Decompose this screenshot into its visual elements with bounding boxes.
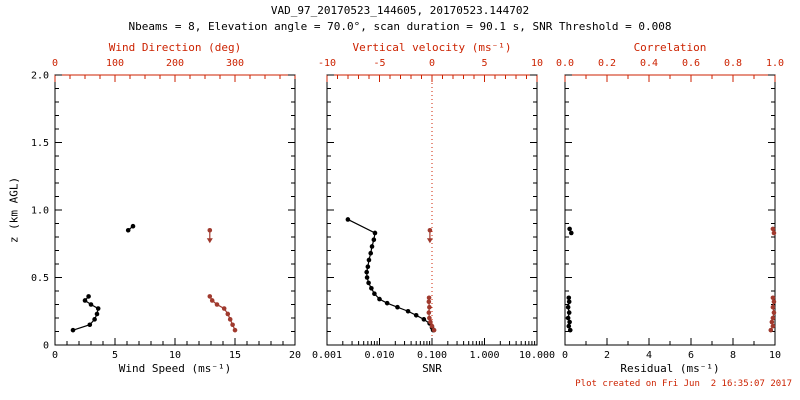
svg-text:5: 5 (112, 350, 118, 361)
svg-text:0: 0 (43, 341, 49, 352)
svg-text:0.4: 0.4 (640, 58, 658, 69)
plot-timestamp: Plot created on Fri Jun 2 16:35:07 2017 (575, 379, 792, 389)
svg-text:15: 15 (229, 350, 241, 361)
residual-correlation-panel: 0 2 4 6 8 10 0.0 0.2 0.4 0.6 0.8 1.0 (556, 58, 784, 361)
svg-text:1.5: 1.5 (31, 138, 49, 149)
svg-text:10.000: 10.000 (519, 350, 555, 361)
svg-text:10: 10 (169, 350, 181, 361)
wind-direction-axis-title: Wind Direction (deg) (108, 41, 242, 54)
snr-axis-title: SNR (422, 362, 442, 375)
svg-text:-5: -5 (373, 58, 385, 69)
svg-text:0.0: 0.0 (556, 58, 574, 69)
svg-text:1.0: 1.0 (766, 58, 784, 69)
svg-text:0.2: 0.2 (598, 58, 616, 69)
svg-text:1.000: 1.000 (469, 350, 499, 361)
plot-title: VAD_97_20170523_144605, 20170523.144702 (270, 4, 530, 17)
svg-text:-10: -10 (318, 58, 336, 69)
svg-text:0.5: 0.5 (31, 273, 49, 284)
wind-speed-axis-title: Wind Speed (ms⁻¹) (118, 362, 232, 375)
svg-text:100: 100 (106, 58, 124, 69)
svg-text:300: 300 (226, 58, 244, 69)
svg-text:0.010: 0.010 (364, 350, 394, 361)
svg-text:0.100: 0.100 (417, 350, 447, 361)
svg-text:200: 200 (166, 58, 184, 69)
svg-text:0: 0 (562, 350, 568, 361)
svg-text:10: 10 (769, 350, 781, 361)
svg-text:2: 2 (604, 350, 610, 361)
svg-text:5: 5 (481, 58, 487, 69)
svg-text:0: 0 (52, 350, 58, 361)
svg-text:0: 0 (429, 58, 435, 69)
svg-text:2.0: 2.0 (31, 71, 49, 82)
svg-text:6: 6 (688, 350, 694, 361)
svg-text:1.0: 1.0 (31, 206, 49, 217)
svg-text:0.001: 0.001 (312, 350, 342, 361)
svg-text:4: 4 (646, 350, 652, 361)
plot-subtitle: Nbeams = 8, Elevation angle = 70.0°, sca… (128, 20, 672, 33)
svg-text:0.8: 0.8 (724, 58, 742, 69)
residual-axis-title: Residual (ms⁻¹) (620, 362, 720, 375)
svg-text:0: 0 (52, 58, 58, 69)
svg-text:8: 8 (730, 350, 736, 361)
snr-vertical-velocity-panel: 0.001 0.010 0.100 1.000 10.000 -10 -5 0 5 10 (312, 58, 555, 361)
svg-text:0.6: 0.6 (682, 58, 700, 69)
vertical-velocity-axis-title: Vertical velocity (ms⁻¹) (352, 41, 512, 54)
svg-text:20: 20 (289, 350, 301, 361)
correlation-axis-title: Correlation (633, 41, 707, 54)
svg-text:10: 10 (531, 58, 543, 69)
